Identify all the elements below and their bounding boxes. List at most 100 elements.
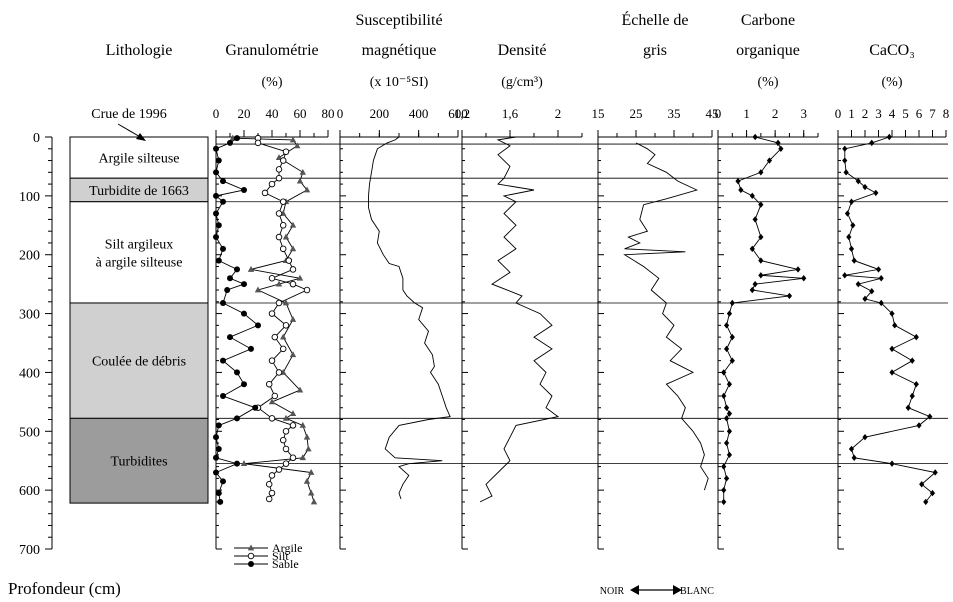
data-point (289, 221, 297, 228)
data-point (220, 478, 226, 485)
panel-tick-label: 0 (213, 106, 220, 121)
data-point (721, 486, 727, 494)
data-point (279, 436, 287, 444)
lithology-unit-label: Coulée de débris (92, 355, 186, 370)
data-point (738, 186, 744, 194)
data-point (227, 139, 233, 146)
depth-tick-label: 600 (19, 484, 40, 499)
depth-tick-label: 300 (19, 308, 40, 323)
data-point (905, 404, 911, 411)
data-point (289, 266, 297, 273)
data-point (279, 222, 287, 229)
data-point (848, 445, 855, 453)
data-point (220, 357, 226, 364)
data-point (778, 145, 784, 152)
annotation-arrow (117, 123, 143, 139)
panel-tick-label: 4 (889, 106, 896, 121)
legend-label: Silt (272, 549, 289, 563)
data-point (215, 422, 222, 429)
data-point (279, 198, 287, 205)
data-point (279, 245, 287, 253)
data-point (848, 245, 855, 253)
data-point (851, 454, 857, 461)
panel-tick-label: 3 (800, 106, 807, 121)
data-point (254, 286, 262, 293)
data-point (234, 369, 240, 376)
data-point (758, 257, 764, 264)
panel-tick-label: 3 (875, 106, 882, 121)
panel-tick-label: 6 (916, 106, 923, 121)
data-point (268, 415, 276, 422)
panel-tick-label: 40 (266, 106, 279, 121)
data-point (726, 410, 733, 417)
data-point (268, 357, 276, 364)
data-point (282, 460, 290, 467)
data-point (721, 369, 727, 376)
data-point (909, 357, 915, 364)
data-point (224, 287, 231, 294)
lithology-unit-label: à argile silteuse (96, 255, 183, 270)
data-point (215, 257, 222, 264)
data-point (220, 198, 226, 205)
panel-tick-label: 2 (772, 106, 779, 121)
depth-tick-label: 200 (19, 249, 40, 264)
data-point (919, 481, 925, 488)
data-point (271, 333, 279, 341)
data-point (303, 286, 311, 294)
panel-tick-label: 2 (555, 106, 562, 121)
data-point (889, 460, 895, 467)
data-point (303, 477, 311, 484)
data-point (929, 489, 936, 497)
data-point (213, 145, 219, 152)
grey-scale-noir-label: NOIR (600, 586, 625, 597)
lithology-unit (69, 302, 209, 419)
series-line (257, 138, 309, 500)
panel-corg: Carbone organique (%) 0 1 2 3 (715, 12, 819, 550)
data-point (913, 333, 919, 341)
lithology-unit-label: Turbidites (110, 455, 167, 470)
data-point (916, 422, 922, 429)
data-point (248, 345, 254, 352)
series-line (479, 136, 560, 503)
data-point (752, 133, 758, 141)
data-point (726, 428, 733, 435)
data-point (289, 136, 297, 143)
series-line (723, 136, 804, 502)
data-point (889, 369, 895, 376)
data-point (878, 275, 884, 282)
data-point (240, 460, 248, 467)
lithology-title: Lithologie (106, 42, 173, 59)
data-point (275, 280, 283, 287)
data-point (846, 233, 852, 241)
panel-dens: Densité (g/cm³) 1,2 1,6 2 (454, 42, 583, 550)
data-point (913, 381, 919, 388)
data-point (213, 234, 219, 241)
data-point (721, 463, 727, 470)
data-point (289, 351, 297, 358)
data-point (268, 489, 276, 497)
series-line (623, 142, 709, 491)
data-point (215, 445, 222, 452)
data-point (855, 177, 861, 185)
data-point (723, 439, 730, 447)
data-point (254, 139, 262, 147)
data-point (275, 233, 283, 241)
data-point (268, 180, 276, 188)
legend-label: Argile (272, 541, 302, 555)
data-point (282, 148, 290, 155)
data-point (923, 498, 929, 506)
data-point (303, 186, 311, 193)
lithology-unit-label: Argile silteuse (98, 152, 179, 167)
data-point (275, 174, 283, 182)
data-point (213, 169, 219, 176)
data-point (241, 310, 247, 317)
data-point (268, 472, 276, 479)
data-point (247, 265, 255, 272)
data-point (862, 183, 868, 191)
grey-scale-arrow-right-head (673, 585, 682, 595)
data-point (215, 222, 222, 229)
data-point (217, 498, 224, 505)
data-point (234, 135, 240, 142)
panel-tick-label: 0 (835, 106, 842, 121)
data-point (892, 322, 898, 329)
